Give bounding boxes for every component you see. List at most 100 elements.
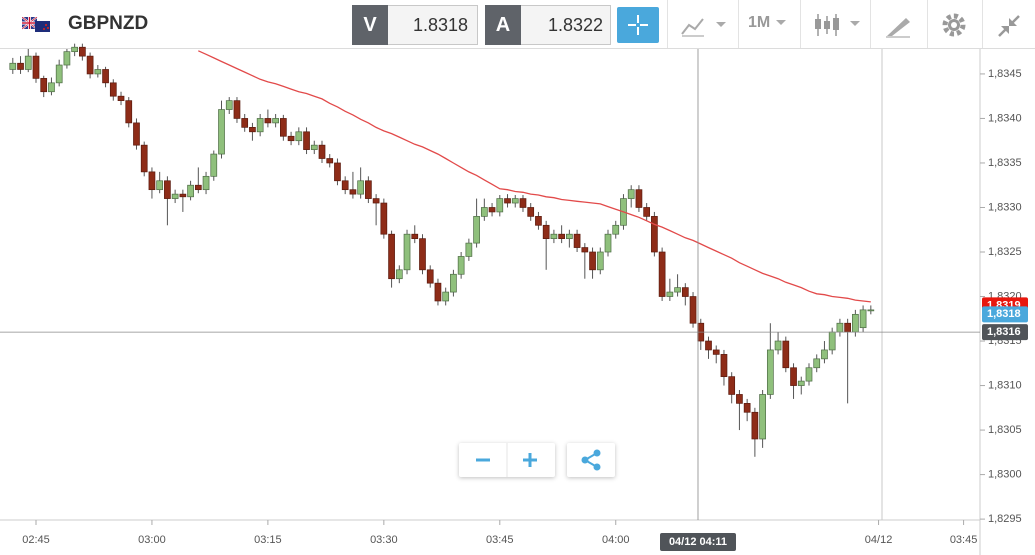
separator [738,0,739,48]
ask-price: 1.8322 [547,15,603,35]
candle-body [233,100,241,119]
candle-body [171,193,179,199]
candle-body [349,189,357,195]
x-tick-label: 03:00 [138,534,166,546]
y-tick-label: 1,8330 [988,201,1022,213]
y-tick-label: 1,8305 [988,424,1022,436]
candle-body [573,233,581,248]
candle-body [658,251,666,297]
candle-body [712,349,720,355]
plot-background [0,49,980,520]
candle-style-button[interactable] [812,12,864,38]
timeframe[interactable]: 1M [748,14,771,31]
candle-body [589,251,596,271]
candle-body [225,100,233,110]
candle-body [86,55,94,75]
candle-body [674,287,681,293]
x-tick-label: 04/12 [865,534,893,546]
candle-body [202,175,210,191]
candle-body [17,62,24,70]
candle-body [550,233,558,239]
zoom-icons[interactable] [459,443,555,477]
settings-button[interactable] [940,11,968,39]
candle-body [480,207,488,217]
candle-body [504,198,511,204]
candle-body [388,233,395,280]
candle-body [766,349,774,395]
x-tick-label: 03:45 [486,534,514,546]
candle-body [867,309,875,312]
price-tag-label: 1,8318 [987,308,1021,320]
y-tick-label: 1,8345 [988,68,1022,80]
candle-body [450,273,457,293]
ask-label: A [485,5,521,45]
candle-body [32,55,40,79]
separator [667,0,668,48]
candle-body [759,394,766,440]
candle-body [527,207,535,217]
candle-body [63,51,71,66]
candle-body [813,358,821,369]
share-button[interactable] [567,443,615,477]
candle-body [55,64,63,84]
candle-body [844,322,851,333]
candle-body [403,233,411,271]
candle-body [318,144,326,159]
moving-average-line [198,50,871,303]
candle-body [643,207,651,217]
bid-label: V [352,5,388,45]
candle-body [218,109,225,155]
crosshair-time-label: 04/12 04:11 [669,536,727,548]
crosshair-icon [628,15,648,35]
candle-body [272,118,279,124]
x-tick-label: 02:45 [22,534,50,546]
crosshair-button[interactable] [617,7,659,43]
candle-body [496,198,504,213]
candle-body [179,193,187,198]
candle-body [125,100,133,124]
candle-body [581,247,589,253]
candle-body [805,367,813,382]
candle-body [395,269,403,280]
candle-body [140,144,148,173]
candle-body [365,180,372,199]
candle-body [94,69,102,75]
candle-body [774,340,782,351]
candle-body [326,158,334,164]
candle-body [535,216,542,226]
candle-body [797,380,805,386]
candle-body [751,411,759,440]
price-tag [982,306,1028,323]
candle-body [705,340,712,351]
candle-body [117,95,125,101]
candle-body [736,394,743,404]
bid-price: 1.8318 [412,15,468,35]
candle-body [9,62,17,70]
collapse-button[interactable] [996,13,1022,39]
candle-body [743,403,751,413]
x-tick-label: 03:15 [254,534,282,546]
candle-body [187,184,194,198]
x-tick-label: 03:30 [370,534,398,546]
candle-body [434,282,442,302]
candle-body [280,118,287,137]
candle-body [148,171,156,191]
candle-body [164,180,171,199]
candle-body [604,233,612,253]
chart-type-button[interactable] [680,14,730,38]
candle-body [249,127,256,133]
candle-body [380,202,388,235]
candle-body [419,238,426,271]
draw-tool-button[interactable] [884,14,914,38]
symbol: GBPNZD [68,13,149,34]
candle-body [24,55,32,70]
candle-body [194,184,202,191]
candle-body [821,349,828,360]
candle-body [828,331,836,351]
candle-body [287,135,295,142]
price-tag-label: 1,8316 [987,326,1021,338]
separator [982,0,983,48]
candle-body [411,233,419,239]
y-tick-label: 1,8340 [988,112,1022,124]
